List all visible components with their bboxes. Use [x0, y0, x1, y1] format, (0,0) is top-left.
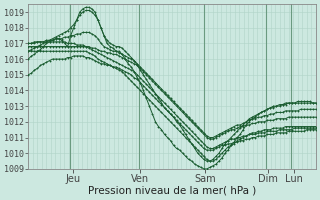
- X-axis label: Pression niveau de la mer( hPa ): Pression niveau de la mer( hPa ): [88, 186, 256, 196]
